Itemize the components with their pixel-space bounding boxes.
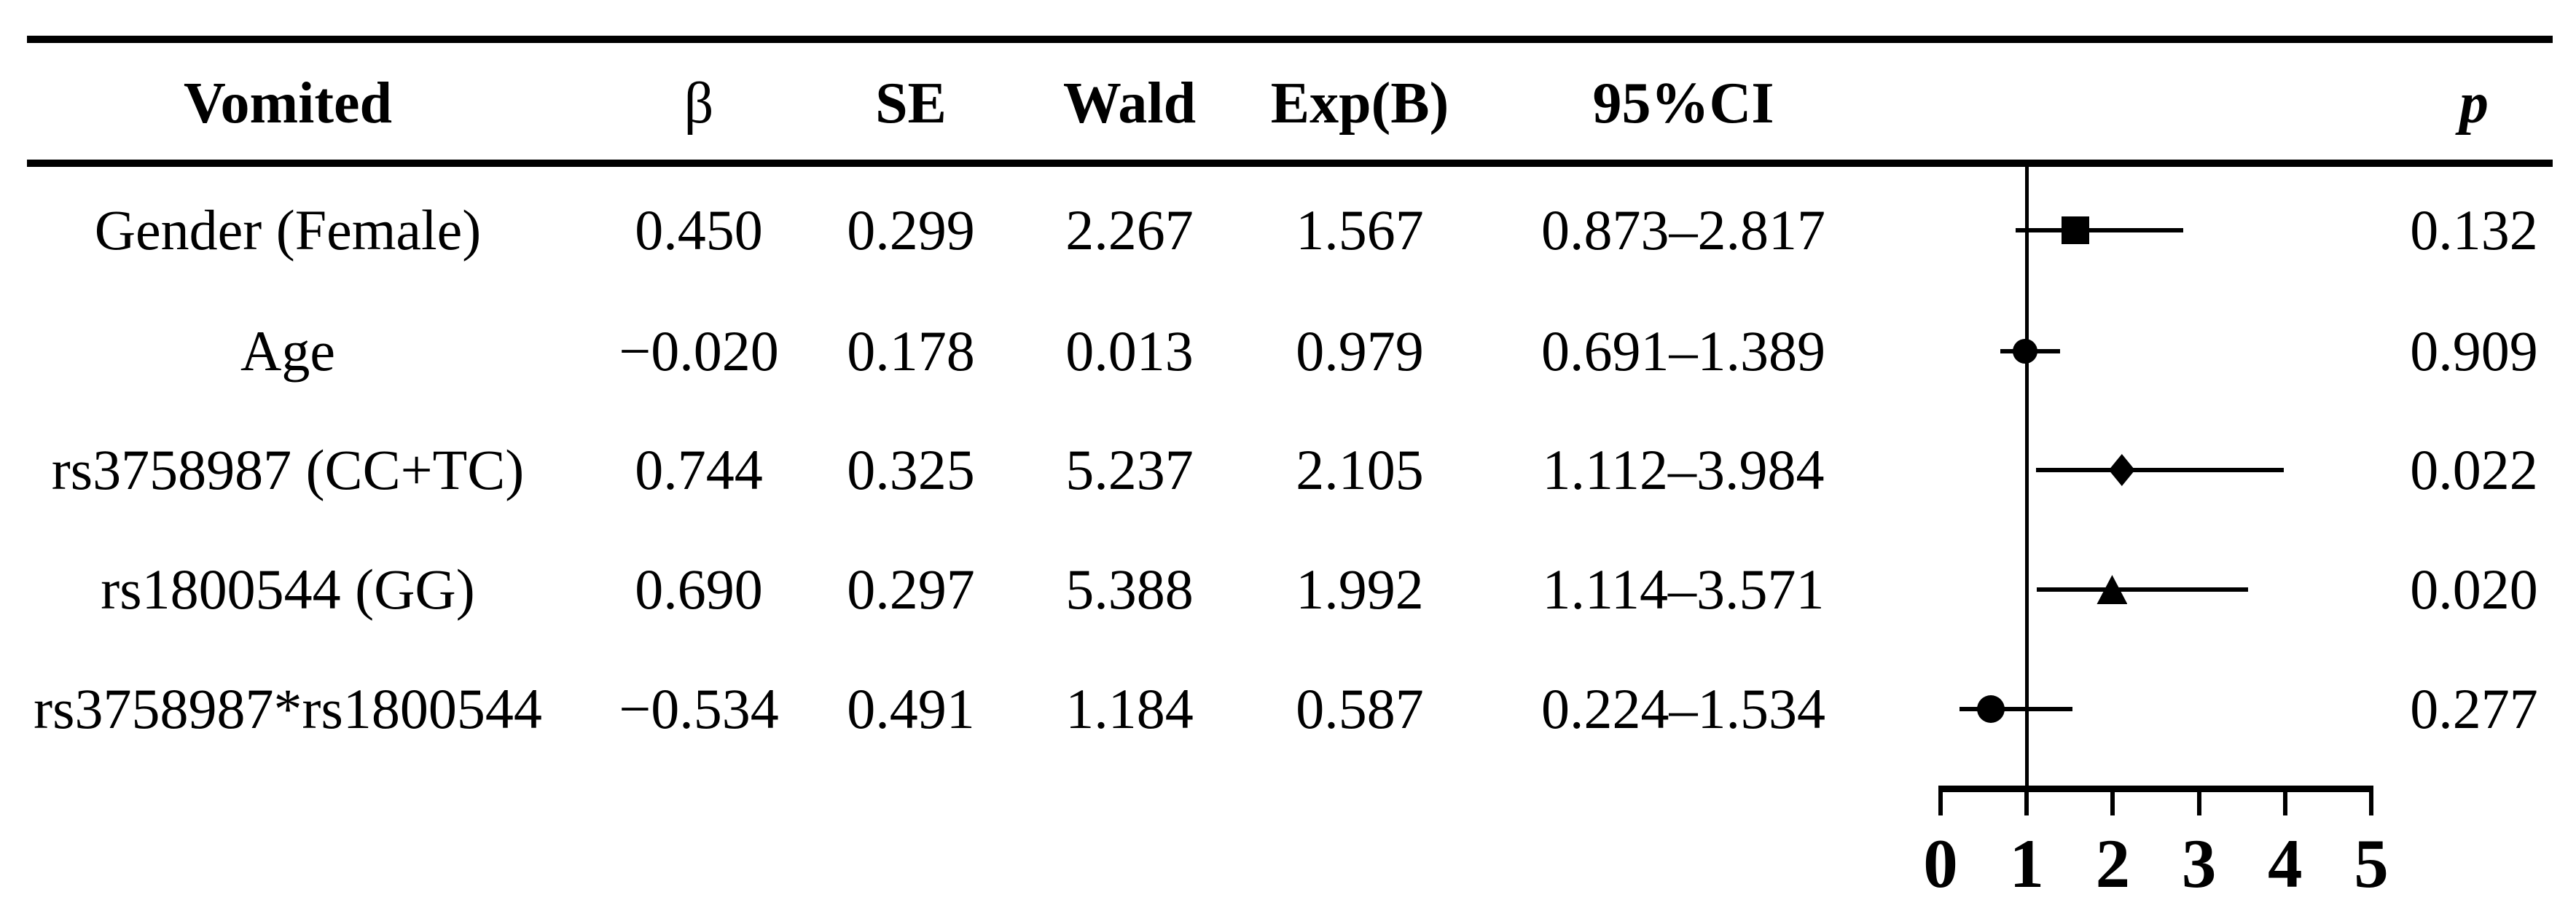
x-axis-tick bbox=[2196, 792, 2201, 815]
marker-circle bbox=[2012, 339, 2037, 364]
cell-ci: 0.873–2.817 bbox=[1541, 198, 1825, 262]
reference-line bbox=[2024, 167, 2029, 792]
cell-se: 0.325 bbox=[847, 438, 975, 502]
x-axis-tick bbox=[2369, 792, 2373, 815]
marker-circle-large bbox=[1977, 695, 2005, 723]
cell-variable: rs1800544 (GG) bbox=[101, 557, 475, 622]
cell-variable: rs3758987*rs1800544 bbox=[34, 677, 542, 741]
cell-ci: 1.112–3.984 bbox=[1542, 438, 1825, 502]
cell-wald: 2.267 bbox=[1065, 198, 1194, 262]
cell-wald: 0.013 bbox=[1065, 319, 1194, 383]
cell-beta: 0.450 bbox=[635, 198, 763, 262]
cell-wald: 1.184 bbox=[1065, 677, 1194, 741]
x-axis-line bbox=[1938, 786, 2373, 792]
x-axis-tick-label: 3 bbox=[2181, 825, 2217, 900]
cell-exp-b: 1.992 bbox=[1296, 557, 1424, 622]
top-rule bbox=[27, 36, 2553, 43]
cell-exp-b: 1.567 bbox=[1296, 198, 1424, 262]
header-se: SE bbox=[875, 71, 947, 136]
cell-wald: 5.237 bbox=[1065, 438, 1194, 502]
cell-variable: Age bbox=[240, 319, 335, 383]
cell-exp-b: 0.587 bbox=[1296, 677, 1424, 741]
cell-exp-b: 0.979 bbox=[1296, 319, 1424, 383]
x-axis-tick bbox=[2110, 792, 2115, 815]
cell-beta: −0.534 bbox=[619, 677, 779, 741]
cell-ci: 0.224–1.534 bbox=[1541, 677, 1825, 741]
cell-ci: 1.114–3.571 bbox=[1542, 557, 1825, 622]
x-axis-tick bbox=[2024, 792, 2029, 815]
x-axis-tick bbox=[2282, 792, 2287, 815]
cell-p: 0.277 bbox=[2410, 677, 2538, 741]
cell-p: 0.020 bbox=[2410, 557, 2538, 622]
x-axis-tick-label: 2 bbox=[2095, 825, 2131, 900]
cell-se: 0.299 bbox=[847, 198, 975, 262]
cell-p: 0.022 bbox=[2410, 438, 2538, 502]
cell-se: 0.178 bbox=[847, 319, 975, 383]
header-exp-b: Exp(B) bbox=[1270, 71, 1449, 136]
cell-ci: 0.691–1.389 bbox=[1541, 319, 1825, 383]
cell-beta: 0.744 bbox=[635, 438, 763, 502]
cell-exp-b: 2.105 bbox=[1296, 438, 1424, 502]
cell-beta: 0.690 bbox=[635, 557, 763, 622]
x-axis-tick-label: 5 bbox=[2354, 825, 2389, 900]
header-vomited: Vomited bbox=[184, 71, 392, 136]
ci-line bbox=[2016, 228, 2183, 232]
header-wald: Wald bbox=[1062, 71, 1197, 136]
header-rule bbox=[27, 160, 2553, 167]
marker-square bbox=[2062, 216, 2090, 244]
ci-line bbox=[2036, 468, 2284, 472]
cell-variable: Gender (Female) bbox=[94, 198, 482, 262]
cell-p: 0.909 bbox=[2410, 319, 2538, 383]
x-axis-tick bbox=[1938, 792, 1943, 815]
header-p: p bbox=[2459, 71, 2489, 136]
marker-diamond bbox=[2108, 454, 2135, 486]
header-ci: 95%CI bbox=[1592, 71, 1774, 136]
cell-wald: 5.388 bbox=[1065, 557, 1194, 622]
cell-beta: −0.020 bbox=[619, 319, 779, 383]
cell-variable: rs3758987 (CC+TC) bbox=[51, 438, 525, 502]
x-axis-tick-label: 0 bbox=[1923, 825, 1958, 900]
cell-p: 0.132 bbox=[2410, 198, 2538, 262]
cell-se: 0.491 bbox=[847, 677, 975, 741]
ci-line bbox=[2036, 587, 2249, 592]
ci-line bbox=[1960, 707, 2073, 711]
x-axis-tick-label: 4 bbox=[2268, 825, 2303, 900]
cell-se: 0.297 bbox=[847, 557, 975, 622]
header-beta: β bbox=[684, 71, 714, 136]
x-axis-tick-label: 1 bbox=[2009, 825, 2044, 900]
